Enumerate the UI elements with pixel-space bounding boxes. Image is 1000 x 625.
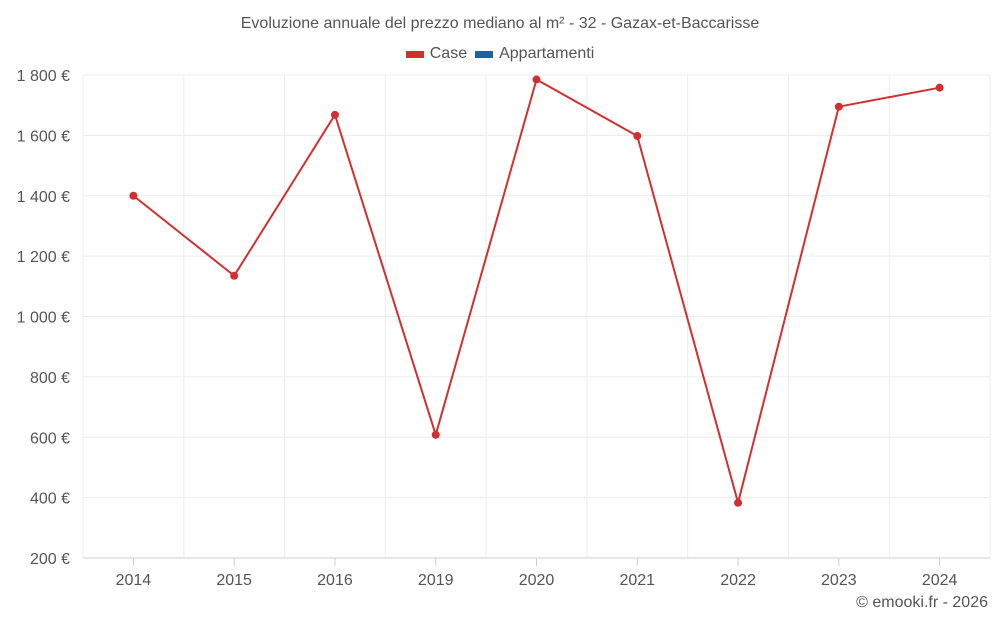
x-tick-label: 2023 — [821, 572, 857, 589]
series-line-case — [132, 78, 940, 504]
data-point — [129, 191, 138, 200]
x-tick-label: 2021 — [619, 572, 655, 589]
x-tick-label: 2024 — [922, 572, 958, 589]
y-tick-label: 1 000 € — [17, 310, 70, 327]
data-point — [834, 102, 843, 111]
legend-swatch-appartamenti — [475, 50, 494, 58]
legend-label-appartamenti: Appartamenti — [499, 45, 595, 62]
y-tick-label: 200 € — [30, 551, 70, 568]
y-tick-label: 1 200 € — [17, 249, 70, 266]
chart-title: Evoluzione annuale del prezzo mediano al… — [240, 15, 760, 32]
data-point — [633, 131, 642, 140]
x-tick-label: 2022 — [720, 572, 756, 589]
data-point — [431, 430, 440, 439]
data-point — [532, 75, 541, 84]
y-tick-label: 600 € — [30, 430, 70, 447]
legend-item-appartamenti[interactable]: Appartamenti — [475, 45, 594, 63]
chart-legend: Case Appartamenti — [0, 45, 1000, 63]
legend-item-case[interactable]: Case — [405, 45, 468, 63]
y-tick-label: 800 € — [30, 370, 70, 387]
credit-text: © emooki.fr - 2026 — [856, 594, 988, 611]
x-tick-label: 2016 — [317, 572, 353, 589]
x-tick-label: 2020 — [519, 572, 555, 589]
data-point — [734, 498, 743, 507]
x-tick-label: 2015 — [216, 572, 252, 589]
x-tick-label: 2019 — [418, 572, 454, 589]
y-tick-label: 1 600 € — [17, 128, 70, 145]
y-tick-label: 1 400 € — [17, 189, 70, 206]
x-tick-label: 2014 — [116, 572, 152, 589]
data-point — [935, 83, 944, 92]
y-tick-label: 1 800 € — [17, 68, 70, 85]
data-point — [330, 110, 339, 119]
y-tick-label: 400 € — [30, 491, 70, 508]
data-point — [230, 271, 239, 280]
legend-swatch-case — [405, 50, 424, 58]
legend-label-case: Case — [429, 45, 468, 62]
